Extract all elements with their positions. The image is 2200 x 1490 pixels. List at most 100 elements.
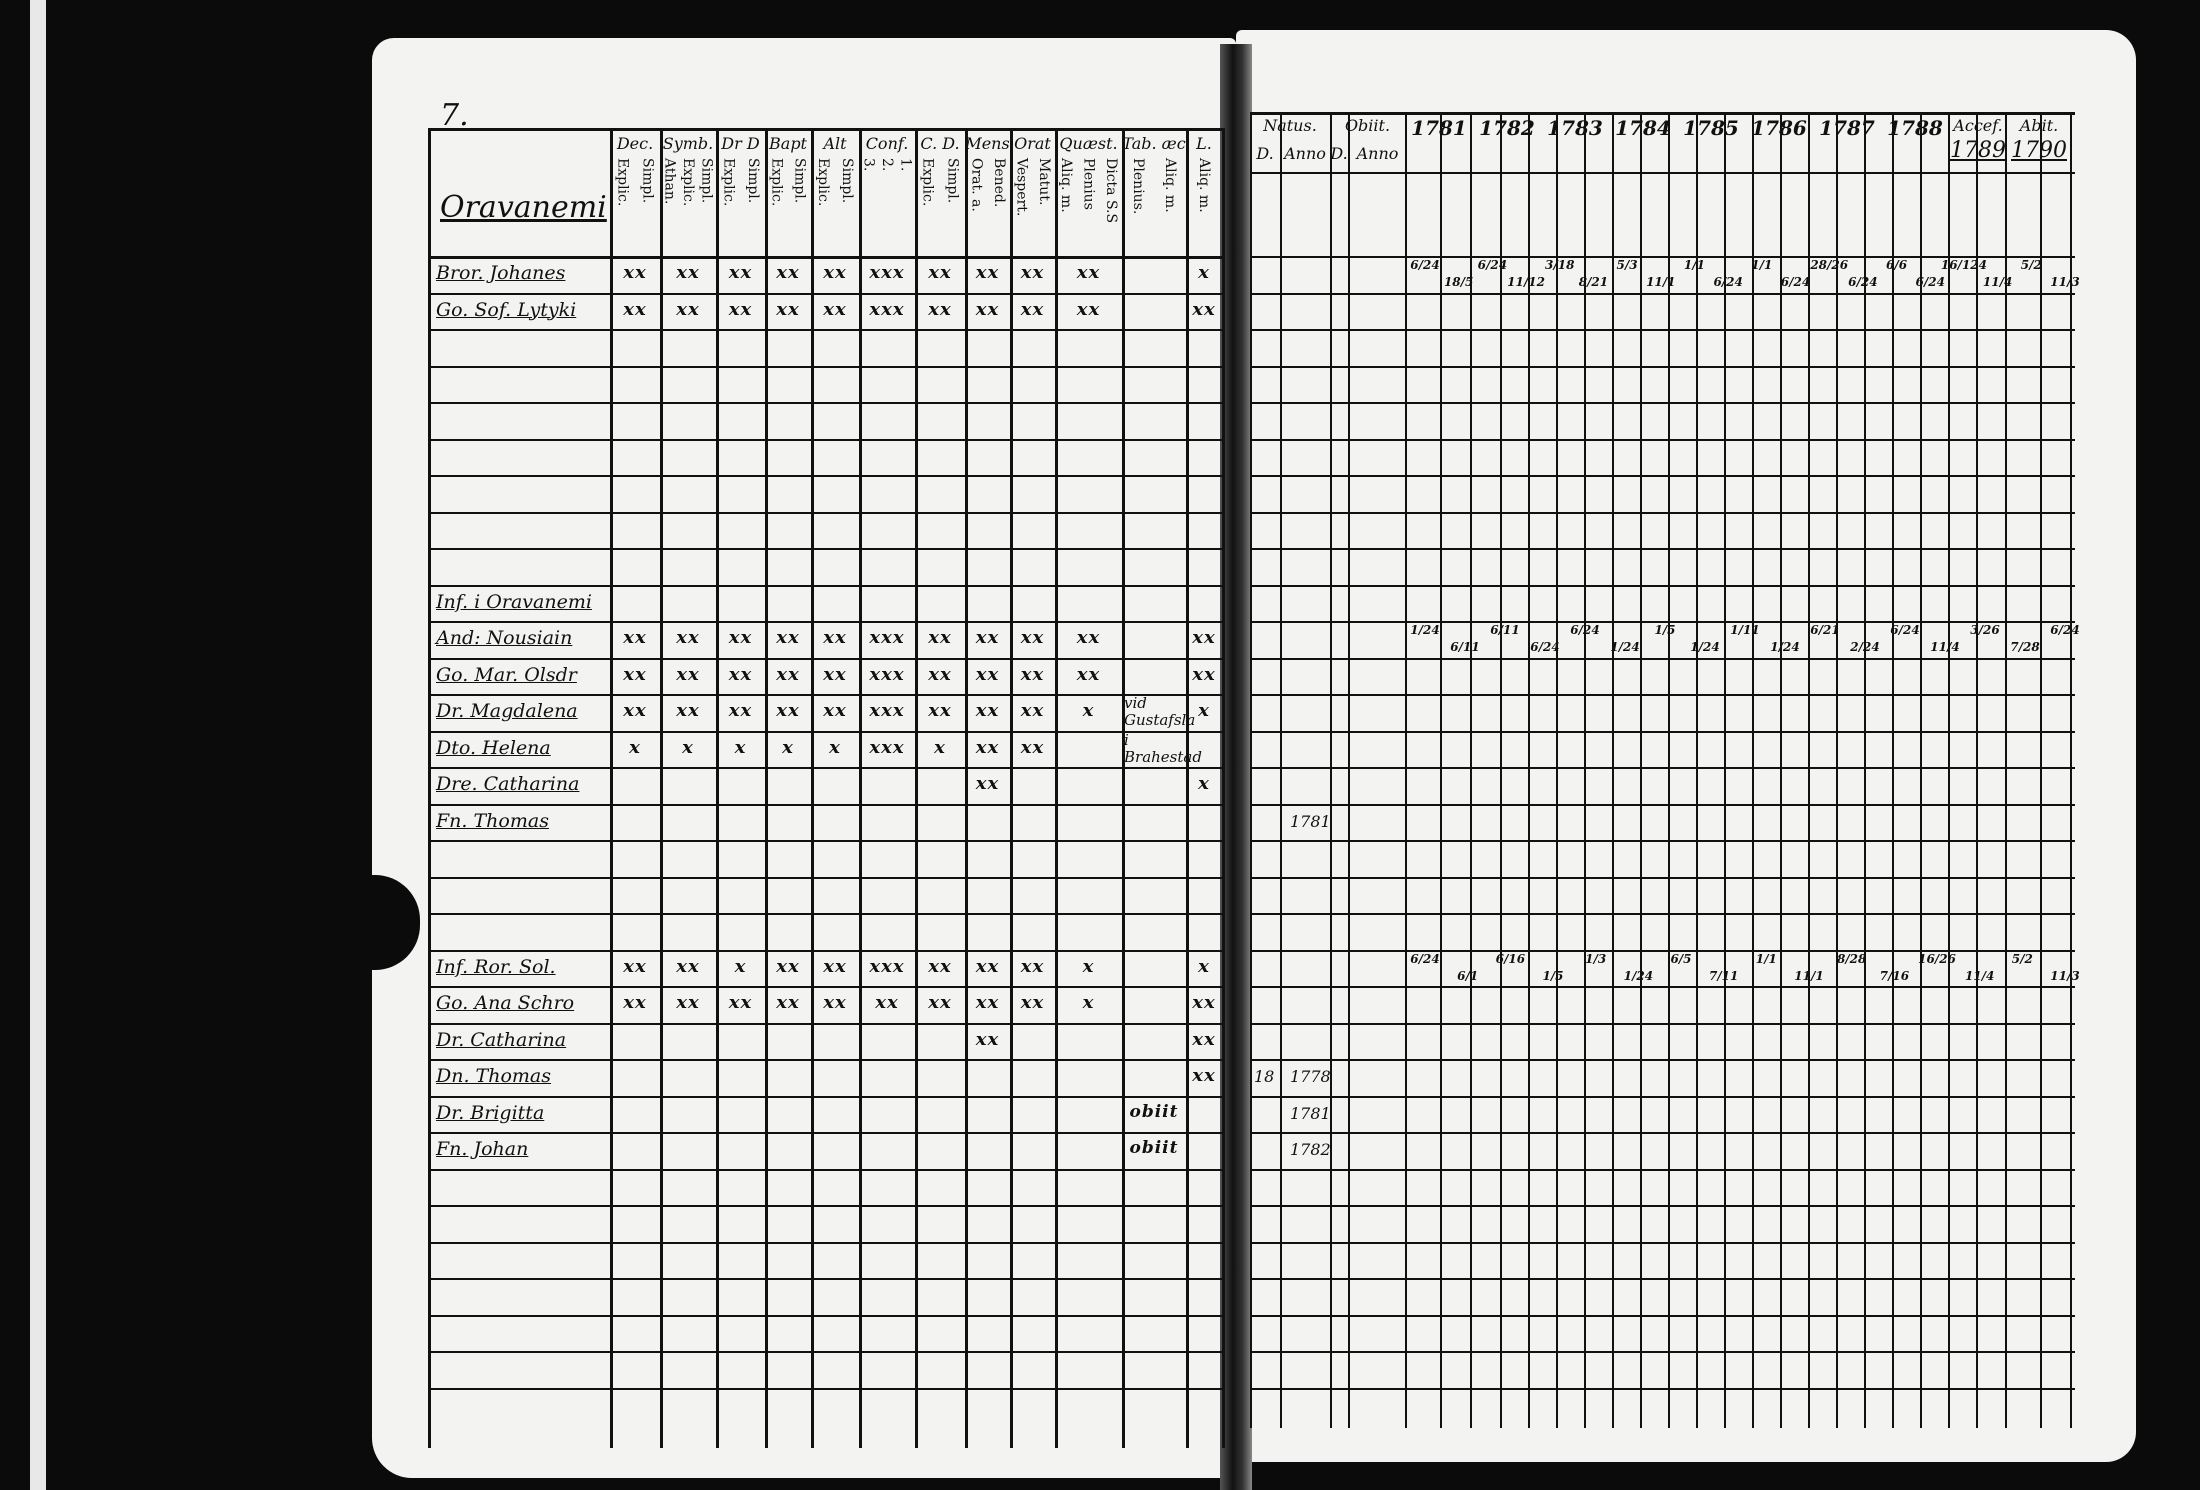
right-column-rule bbox=[1752, 112, 1754, 1428]
cell-mark: xx bbox=[975, 1028, 1000, 1050]
column-header-sub: Simpl. bbox=[944, 158, 961, 204]
right-row-rule bbox=[1250, 1241, 2075, 1244]
payment-fraction: 5/2 bbox=[2020, 258, 2042, 272]
cell-mark: x bbox=[629, 736, 641, 758]
cell-mark: xx bbox=[776, 955, 800, 977]
column-rule bbox=[1010, 128, 1013, 1448]
row-rule bbox=[428, 511, 1222, 514]
cell-mark: obiit bbox=[1129, 1138, 1179, 1158]
row-rule bbox=[428, 1059, 1222, 1061]
cell-mark: xx bbox=[975, 262, 1000, 283]
payment-fraction: 1/24 bbox=[1610, 640, 1640, 654]
column-header-sub: Bened. bbox=[990, 158, 1007, 208]
person-name: Go. Mar. Olsdr bbox=[436, 663, 577, 686]
row-rule bbox=[428, 548, 1222, 550]
person-name: Go. Ana Schro bbox=[436, 992, 575, 1014]
year-header: 1784 bbox=[1615, 116, 1671, 140]
cell-mark: x bbox=[1198, 955, 1210, 977]
column-header-sub: Athan. bbox=[661, 158, 678, 205]
column-rule bbox=[965, 128, 968, 1448]
payment-fraction: 6/11 bbox=[1450, 640, 1480, 654]
payment-fraction: 7/16 bbox=[1879, 968, 1910, 983]
column-rule bbox=[660, 128, 663, 1448]
payment-fraction: 6/1 bbox=[1457, 968, 1479, 983]
cell-mark: x bbox=[1198, 262, 1210, 283]
row-rule bbox=[428, 913, 1222, 915]
payment-fraction: 18/5 bbox=[1443, 275, 1474, 289]
column-header-sub: Aliq. m. bbox=[1162, 158, 1178, 213]
payment-fraction: 5/3 bbox=[1616, 258, 1638, 272]
cell-mark: xx bbox=[1192, 627, 1216, 648]
cell-mark: xx bbox=[928, 992, 952, 1013]
payment-fraction: 11/4 bbox=[1982, 275, 2013, 289]
payment-fraction: 6/24 bbox=[1530, 640, 1560, 654]
right-row-rule bbox=[1250, 1132, 2075, 1134]
cell-mark: xx bbox=[728, 700, 753, 721]
column-header-sub: Simpl. bbox=[639, 158, 656, 204]
cell-mark: x bbox=[1198, 773, 1210, 794]
column-header-sub: Explic. bbox=[680, 158, 696, 207]
column-rule bbox=[859, 128, 862, 1448]
payment-fraction: 28/26 bbox=[1810, 258, 1849, 272]
payment-fraction: 6/16 bbox=[1495, 951, 1526, 966]
column-header-sub: Explic. bbox=[768, 158, 785, 207]
cell-mark: xxx bbox=[869, 627, 905, 648]
column-rule bbox=[610, 128, 613, 1448]
right-column-rule bbox=[1892, 112, 1894, 1428]
right-column-rule bbox=[1612, 112, 1614, 1428]
column-header-sub: 2. bbox=[879, 158, 895, 172]
row-rule bbox=[428, 694, 1222, 696]
left-page bbox=[372, 38, 1236, 1478]
cell-mark: xx bbox=[823, 627, 847, 648]
row-rule bbox=[428, 1168, 1222, 1171]
cell-mark: xx bbox=[1020, 298, 1045, 320]
cell-mark: xx bbox=[676, 298, 700, 320]
column-header-title: C. D. bbox=[920, 134, 960, 153]
cell-mark: xx bbox=[1192, 298, 1216, 320]
cell-mark: xx bbox=[676, 627, 700, 648]
cell-mark: xx bbox=[728, 298, 753, 320]
right-column-rule bbox=[1584, 112, 1586, 1428]
payment-fraction: 3/26 bbox=[1970, 623, 2000, 637]
row-rule bbox=[428, 1241, 1222, 1244]
cell-mark: xx bbox=[1192, 663, 1216, 685]
cell-mark: x bbox=[734, 736, 747, 758]
column-header-title: Quæst. bbox=[1059, 134, 1118, 153]
person-name: And: Nousiain bbox=[436, 627, 573, 649]
right-row-rule bbox=[1250, 402, 2075, 404]
year-header: 1785 bbox=[1683, 116, 1739, 140]
payment-fraction: 1/24 bbox=[1623, 968, 1654, 983]
right-row-rule bbox=[1250, 548, 2075, 550]
column-header-sub: Plenius bbox=[1080, 158, 1097, 210]
cell-mark: xx bbox=[776, 992, 800, 1013]
right-row-rule bbox=[1250, 1387, 2075, 1390]
payment-fraction: 6/24 bbox=[1848, 275, 1878, 289]
obiit-header: Obiit. bbox=[1344, 116, 1391, 135]
cell-mark: xx bbox=[676, 700, 700, 721]
cell-mark: xx bbox=[676, 992, 700, 1013]
cell-mark: xx bbox=[623, 663, 647, 685]
person-name: Dr. Magdalena bbox=[436, 700, 578, 722]
payment-fraction: 6/24 bbox=[1477, 258, 1508, 272]
right-column-rule bbox=[1780, 112, 1782, 1428]
right-row-rule bbox=[1250, 365, 2075, 368]
row-rule bbox=[428, 1387, 1222, 1390]
column-header-title: Bapt bbox=[769, 134, 807, 153]
cell-mark: xx bbox=[728, 663, 753, 685]
cell-mark: xx bbox=[875, 992, 899, 1013]
right-row-rule bbox=[1250, 803, 2075, 806]
cell-mark: xx bbox=[928, 663, 952, 685]
book-gutter bbox=[1220, 44, 1252, 1490]
right-column-rule bbox=[2005, 112, 2007, 1428]
cell-mark: xx bbox=[676, 663, 700, 685]
person-name: Bror. Johanes bbox=[436, 262, 566, 284]
person-name: Fn. Johan bbox=[436, 1138, 529, 1160]
payment-fraction: 6/24 bbox=[1915, 275, 1945, 289]
payment-fraction: 6/24 bbox=[2050, 623, 2080, 637]
payment-fraction: 6/24 bbox=[1713, 275, 1743, 289]
column-header-sub: Orat. a. bbox=[968, 158, 985, 212]
cell-mark: xx bbox=[1020, 992, 1045, 1013]
column-header-title: Symb. bbox=[662, 134, 714, 153]
row-rule bbox=[428, 1278, 1222, 1280]
natus-anno-header: Anno bbox=[1284, 144, 1326, 163]
